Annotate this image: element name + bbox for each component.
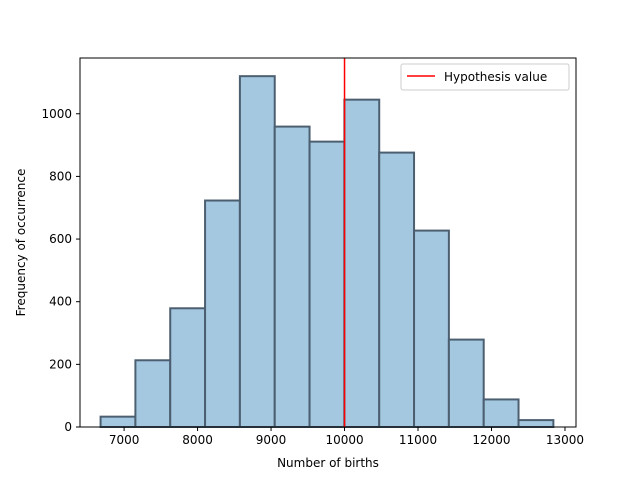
x-axis: 7000 8000 9000 10000 11000 12000 13000 xyxy=(109,427,584,447)
y-tick-label: 600 xyxy=(49,232,72,246)
histogram-bar xyxy=(447,338,485,428)
histogram-bar xyxy=(169,307,207,428)
histogram-bar xyxy=(413,229,450,428)
x-tick-label: 12000 xyxy=(472,433,510,447)
histogram-bar xyxy=(308,140,346,428)
plot-frame xyxy=(79,57,577,428)
histogram-bar xyxy=(204,199,241,428)
y-tick-label: 800 xyxy=(49,169,72,183)
y-tick-label: 0 xyxy=(64,420,72,434)
x-tick-label: 11000 xyxy=(399,433,437,447)
y-axis: 0 200 400 600 800 1000 xyxy=(41,107,80,434)
legend: Hypothesis value xyxy=(400,63,570,91)
y-axis-label: Frequency of occurrence xyxy=(14,169,28,317)
histogram-bar xyxy=(273,125,311,429)
x-tick-label: 7000 xyxy=(109,433,140,447)
histogram-bar xyxy=(378,151,416,428)
y-tick-label: 400 xyxy=(49,295,72,309)
x-tick-label: 10000 xyxy=(325,433,363,447)
histogram-bar xyxy=(482,398,520,428)
legend-label: Hypothesis value xyxy=(444,70,547,84)
x-tick-label: 8000 xyxy=(182,433,213,447)
x-tick-label: 13000 xyxy=(546,433,584,447)
y-tick-label: 1000 xyxy=(41,107,72,121)
x-axis-label: Number of births xyxy=(277,456,379,470)
legend-box xyxy=(400,63,570,91)
histogram-bar xyxy=(99,415,137,429)
histogram-bar xyxy=(134,359,172,429)
histogram-bar xyxy=(343,98,381,429)
histogram-bar xyxy=(238,75,276,428)
x-tick-label: 9000 xyxy=(256,433,287,447)
y-tick-label: 200 xyxy=(49,357,72,371)
histogram-bar xyxy=(517,419,555,429)
bars-layer xyxy=(99,75,555,429)
